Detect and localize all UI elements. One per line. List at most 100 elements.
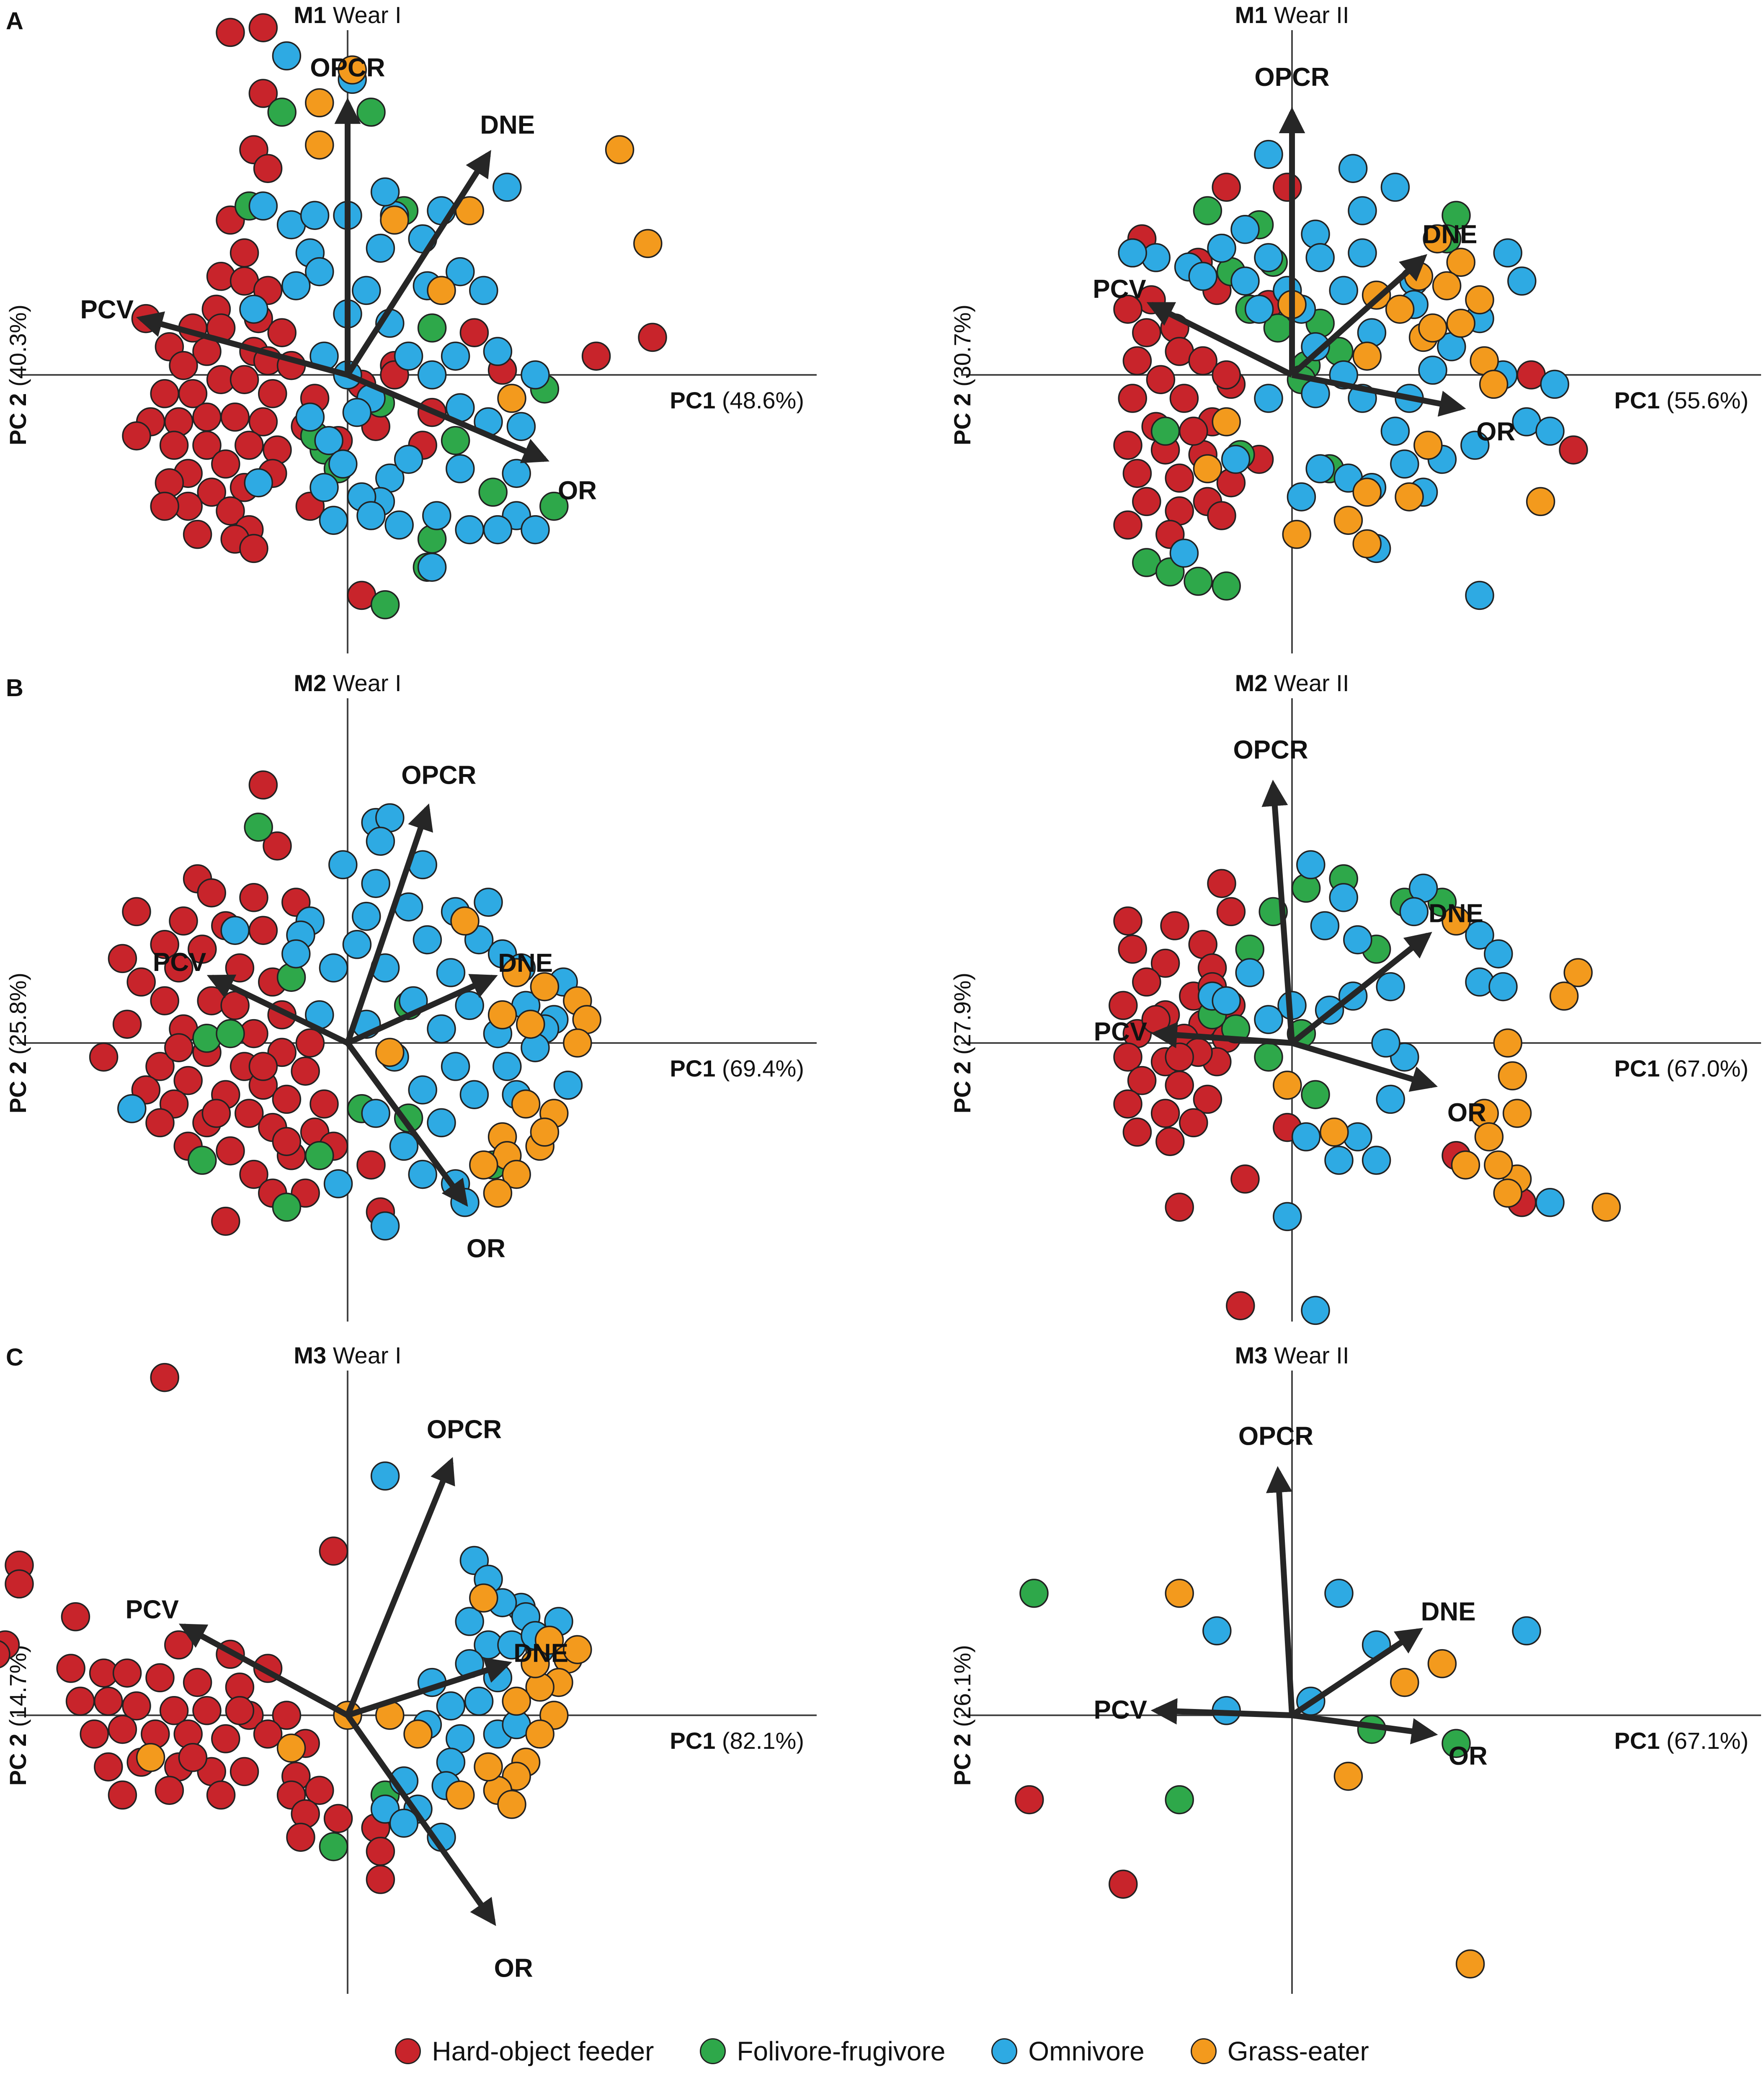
plot-m1-wear-ii-point-o xyxy=(1418,356,1447,385)
plot-m2-wear-i-point-o xyxy=(352,901,381,931)
plot-m3-wear-i-point-g xyxy=(469,1583,498,1613)
plot-m1-wear-i-point-o xyxy=(356,501,386,530)
plot-m1-wear-i-point-o xyxy=(248,191,278,221)
plot-m2-wear-ii-y-label: PC 2 (27.9%) xyxy=(949,973,975,1113)
plot-m3-wear-i-point-o xyxy=(455,1607,484,1636)
plot-m1-wear-i-point-o xyxy=(394,341,423,371)
panel-letter-b: B xyxy=(6,674,23,702)
plot-m3-wear-i-y-label: PC 2 (14.7%) xyxy=(5,1645,31,1786)
plot-m1-wear-i-x-label: PC1 (48.6%) xyxy=(670,387,804,413)
plot-m1-wear-i-point-o xyxy=(446,454,475,483)
plot-m1-wear-ii-point-o xyxy=(1230,266,1260,296)
plot-m2-wear-ii-vector-label-dne: DNE xyxy=(1429,899,1483,928)
plot-m2-wear-ii-point-g xyxy=(1493,1028,1522,1058)
plot-m1-wear-ii-point-o xyxy=(1338,154,1368,183)
plot-m1-wear-i-y-label: PC 2 (40.3%) xyxy=(5,305,31,445)
plot-m3-wear-ii-y-label: PC 2 (26.1%) xyxy=(949,1645,975,1786)
plot-m1-wear-i-point-f xyxy=(417,313,447,343)
plot-m3-wear-i-point-g xyxy=(136,1743,165,1772)
plot-m2-wear-ii-point-h xyxy=(1165,1042,1194,1072)
plot-m2-wear-i-point-o xyxy=(474,888,503,917)
plot-m3-wear-i-point-h xyxy=(159,1696,189,1725)
panel-letter-c: C xyxy=(6,1344,23,1371)
plot-m1-wear-ii-point-o xyxy=(1118,238,1147,268)
plot-m1-wear-i-point-h xyxy=(206,262,236,291)
plot-m1-wear-i-vector-label-opcr: OPCR xyxy=(310,53,385,82)
plot-m2-wear-ii-point-h xyxy=(1160,911,1189,940)
plot-m1-wear-i-point-h xyxy=(164,407,193,436)
plot-m2-wear-ii-x-label: PC1 (67.0%) xyxy=(1614,1055,1749,1082)
plot-m3-wear-i: M3 Wear I PC1 (82.1%) PC 2 (14.7%) OPCR DNE P… xyxy=(0,1342,817,1994)
plot-m3-wear-ii-title-wear: Wear II xyxy=(1267,1342,1349,1368)
plot-m3-wear-ii-vector-label-pcv: PCV xyxy=(1094,1696,1147,1724)
plot-m2-wear-i-point-h xyxy=(295,1028,325,1058)
plot-m1-wear-i-point-h xyxy=(230,238,259,268)
plot-m2-wear-i-point-h xyxy=(211,1206,240,1236)
plot-m1-wear-ii-y-label-variance: (30.7%) xyxy=(949,305,975,393)
plot-m3-wear-i-point-h xyxy=(319,1536,348,1566)
plot-m1-wear-ii-point-f xyxy=(1184,567,1213,596)
plot-m2-wear-ii-point-o xyxy=(1535,1188,1565,1217)
legend-label-grass-eater: Grass-eater xyxy=(1227,2036,1369,2066)
plot-m1-wear-ii-point-o xyxy=(1535,416,1565,446)
plot-m1-wear-ii-point-o xyxy=(1329,276,1358,305)
plot-m1-wear-ii-point-o xyxy=(1141,243,1171,272)
plot-m3-wear-i-vector-dne xyxy=(346,1657,512,1718)
plot-m2-wear-ii-point-g xyxy=(1493,1178,1522,1208)
plot-m2-wear-i-vector-dne xyxy=(346,974,498,1046)
plot-m2-wear-i-point-h xyxy=(248,1052,278,1081)
plot-m1-wear-i-point-h xyxy=(581,341,611,371)
plot-m2-wear-ii-vector-opcr xyxy=(1261,780,1295,1043)
plot-m1-wear-ii-vector-label-opcr: OPCR xyxy=(1254,63,1329,92)
plot-m3-wear-ii-point-o xyxy=(1324,1579,1354,1608)
plot-m2-wear-i-point-o xyxy=(328,850,358,880)
plot-m1-wear-i-point-h xyxy=(159,431,189,460)
plot-m1-wear-ii-point-h xyxy=(1559,435,1588,465)
plot-m2-wear-ii-point-h xyxy=(1118,935,1147,964)
plot-m2-wear-i-vector-opcr xyxy=(345,803,433,1044)
plot-m3-wear-ii-x-label-axis: PC1 xyxy=(1614,1727,1660,1754)
plot-m1-wear-i-point-o xyxy=(305,257,334,287)
plot-m2-wear-i-point-f xyxy=(272,1193,302,1222)
plot-m3-wear-i-point-h xyxy=(0,1640,10,1668)
plot-m2-wear-i-point-h xyxy=(263,831,292,861)
plot-m2-wear-i-x-label-variance: (69.4%) xyxy=(715,1055,804,1082)
plot-m2-wear-i-point-g xyxy=(530,1118,560,1147)
plot-m1-wear-i-point-g xyxy=(497,384,526,413)
plot-m1-wear-ii-point-o xyxy=(1254,384,1283,413)
plot-m3-wear-i-point-h xyxy=(225,1696,255,1725)
plot-m3-wear-i-vector-label-or: OR xyxy=(494,1954,533,1983)
plot-m1-wear-ii-point-h xyxy=(1113,294,1142,324)
plot-m2-wear-ii-loadings: OPCR DNE PCV OR xyxy=(1094,736,1486,1127)
plot-m3-wear-i-point-h xyxy=(56,1654,85,1683)
plot-m1-wear-ii-point-g xyxy=(1352,529,1382,558)
plot-m3-wear-ii-vector-or xyxy=(1292,1712,1438,1745)
plot-m2-wear-i-vector-label-dne: DNE xyxy=(498,949,553,978)
plot-m2-wear-ii-point-g xyxy=(1442,906,1471,936)
plot-m1-wear-i-point-h xyxy=(216,496,245,526)
plot-m2-wear-ii-point-o xyxy=(1296,850,1326,880)
plot-m2-wear-i-point-f xyxy=(244,813,273,842)
plot-m1-wear-i-point-o xyxy=(314,426,343,455)
plot-m2-wear-ii-point-h xyxy=(1150,948,1180,978)
plot-m2-wear-i-point-o xyxy=(521,1033,550,1062)
plot-m2-wear-i-point-g xyxy=(511,1089,541,1119)
plot-m2-wear-ii-point-o xyxy=(1324,1146,1354,1175)
plot-m1-wear-ii-point-h xyxy=(1207,501,1236,530)
plot-m2-wear-ii-point-o xyxy=(1329,883,1358,912)
plot-m2-wear-ii-point-o xyxy=(1291,1122,1321,1151)
plot-m1-wear-ii-point-g xyxy=(1282,520,1311,549)
plot-m2-wear-i-point-o xyxy=(366,826,395,856)
plot-m1-wear-ii-point-o xyxy=(1169,538,1199,568)
plot-m3-wear-i-point-g xyxy=(497,1790,526,1819)
plot-m3-wear-i-point-o xyxy=(370,1461,400,1491)
plot-m3-wear-i-point-g xyxy=(521,1649,550,1678)
plot-m2-wear-ii-point-g xyxy=(1273,1071,1302,1100)
plot-m1-wear-i-point-g xyxy=(605,135,634,165)
plot-m3-wear-i-point-o xyxy=(464,1686,494,1716)
plot-m1-wear-i-points xyxy=(122,13,667,620)
plot-m2-wear-ii-point-h xyxy=(1109,991,1138,1020)
plot-m3-wear-i-point-g xyxy=(534,1626,564,1655)
plot-m3-wear-i-point-g xyxy=(502,1686,531,1716)
plot-m2-wear-ii-point-h xyxy=(1207,869,1236,898)
